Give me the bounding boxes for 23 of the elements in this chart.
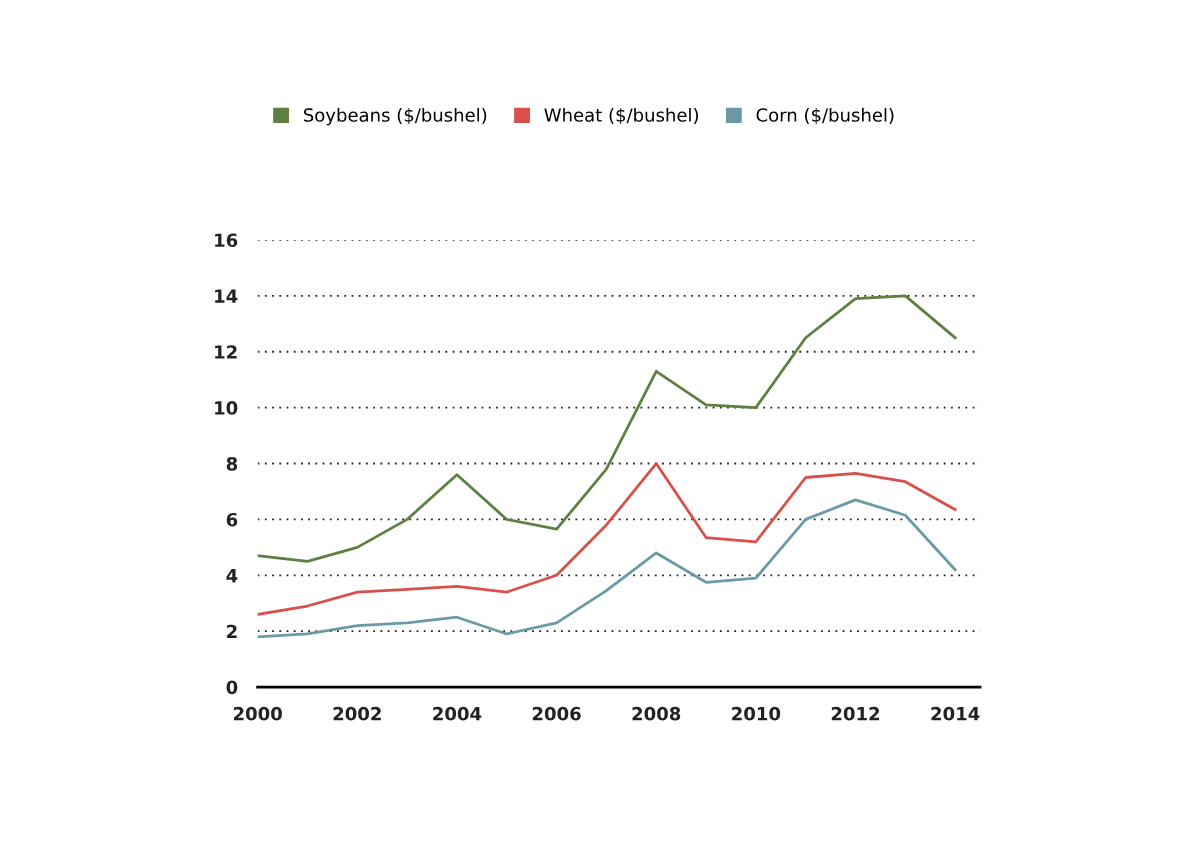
y-tick-label: 16: [215, 233, 238, 248]
x-tick-label: 2010: [732, 706, 781, 721]
x-tick-label: 2012: [831, 706, 880, 721]
y-tick-label: 8: [226, 456, 238, 471]
x-tick-label: 2000: [233, 706, 282, 721]
y-tick-label: 12: [215, 345, 237, 359]
x-tick-label: 2014: [931, 706, 980, 721]
y-tick-label: 14: [215, 289, 238, 303]
x-tick-label: 2008: [632, 706, 681, 721]
line-series: [257, 462, 957, 616]
y-tick-label: 2: [227, 624, 237, 639]
x-tick-label: 2006: [532, 706, 581, 721]
y-tick-label: 0: [226, 680, 238, 695]
legend-label: Corn ($/bushel): [756, 107, 894, 125]
y-tick-label: 4: [226, 568, 238, 583]
line-series: [257, 498, 957, 639]
legend-label: Soybeans ($/bushel): [303, 107, 487, 126]
x-tick-label: 2002: [333, 706, 381, 721]
line-series: [257, 294, 957, 563]
x-tick-label: 2004: [433, 706, 482, 721]
y-tick-label: 10: [215, 401, 238, 415]
legend-label: Wheat ($/bushel): [544, 107, 698, 125]
y-tick-label: 6: [226, 512, 238, 527]
